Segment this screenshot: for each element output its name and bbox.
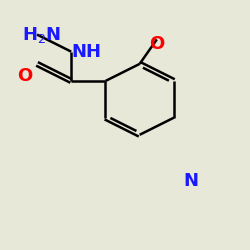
Text: O: O — [18, 67, 33, 85]
Text: NH: NH — [71, 43, 101, 61]
Text: N: N — [184, 172, 199, 190]
Text: O: O — [150, 35, 165, 53]
Text: H$_2$N: H$_2$N — [22, 24, 62, 44]
